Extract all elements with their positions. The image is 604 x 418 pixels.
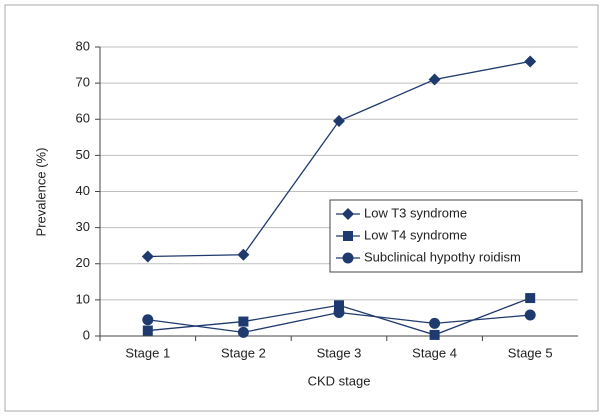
- marker: [428, 73, 441, 86]
- legend-label: Subclinical hypothy roidism: [364, 249, 521, 264]
- legend-marker: [343, 231, 353, 241]
- marker: [237, 326, 249, 338]
- y-tick-label: 30: [76, 219, 90, 234]
- x-tick-label: Stage 5: [508, 345, 553, 360]
- y-axis-title: Prevalence (%): [33, 148, 48, 237]
- y-tick-label: 80: [76, 38, 90, 53]
- y-tick-label: 60: [76, 111, 90, 126]
- x-tick-label: Stage 3: [317, 345, 362, 360]
- marker: [237, 248, 250, 261]
- marker: [429, 329, 440, 340]
- marker: [524, 309, 536, 321]
- marker: [333, 115, 345, 128]
- marker: [238, 316, 249, 327]
- y-tick-label: 0: [83, 327, 90, 342]
- marker: [141, 250, 154, 263]
- y-tick-label: 10: [76, 291, 90, 306]
- x-axis-title: CKD stage: [308, 373, 371, 388]
- y-tick-label: 40: [76, 183, 90, 198]
- legend-label: Low T3 syndrome: [364, 205, 467, 220]
- marker: [142, 325, 153, 336]
- marker: [429, 317, 441, 329]
- marker: [333, 307, 345, 319]
- legend-box: [329, 199, 583, 273]
- marker: [334, 300, 344, 311]
- y-tick-label: 50: [76, 147, 90, 162]
- marker: [525, 293, 536, 304]
- marker: [142, 314, 154, 326]
- legend-marker: [342, 252, 354, 264]
- marker: [524, 55, 537, 68]
- x-tick-label: Stage 2: [221, 345, 266, 360]
- legend-marker: [342, 208, 354, 220]
- x-tick-label: Stage 4: [412, 345, 457, 360]
- y-tick-label: 70: [76, 75, 90, 90]
- y-tick-label: 20: [76, 255, 90, 270]
- x-tick-label: Stage 1: [125, 345, 170, 360]
- legend-label: Low T4 syndrome: [364, 227, 467, 242]
